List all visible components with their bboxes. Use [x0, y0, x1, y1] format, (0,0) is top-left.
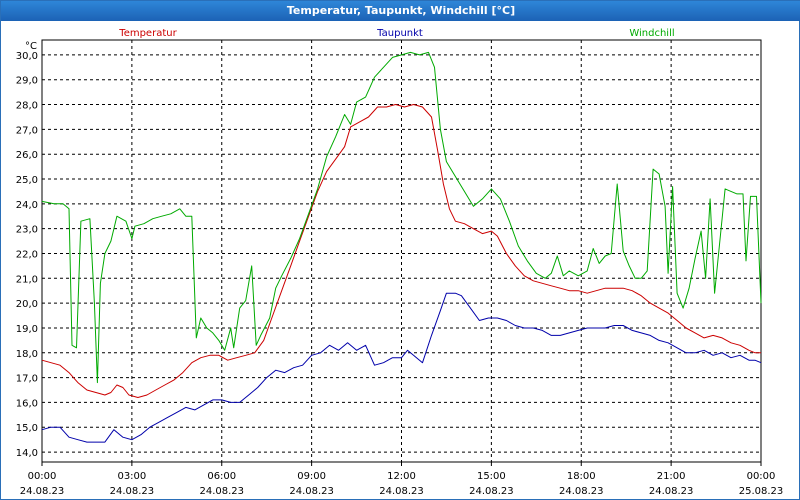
x-tick-date: 24.08.23 [559, 486, 604, 497]
x-tick-date: 24.08.23 [20, 486, 65, 497]
x-tick-date: 24.08.23 [379, 486, 424, 497]
x-axis: 00:00 24.08.23 03:00 24.08.23 06:00 24.08.23 0… [20, 462, 784, 497]
x-tick-time: 18:00 [567, 471, 596, 482]
y-tick-label: 19,0 [16, 324, 38, 335]
y-tick-label: 16,0 [16, 398, 38, 409]
y-axis: 14,0 15,0 16,0 17,0 18,0 19,0 20,0 21,0 22,0 23,0… [16, 51, 38, 459]
y-tick-label: 25,0 [16, 175, 38, 186]
y-tick-label: 22,0 [16, 249, 38, 260]
y-tick-label: 20,0 [16, 299, 38, 310]
series-line-taupunkt [41, 292, 762, 443]
x-tick-date: 24.08.23 [649, 486, 694, 497]
y-axis-label: °C [25, 41, 37, 52]
y-tick-label: 23,0 [16, 225, 38, 236]
y-tick-label: 30,0 [16, 51, 38, 62]
x-tick-date: 24.08.23 [199, 486, 244, 497]
legend: Temperatur Taupunkt Windchill [118, 28, 674, 39]
x-tick-date: 24.08.23 [289, 486, 334, 497]
x-tick-time: 15:00 [477, 471, 506, 482]
y-tick-label: 24,0 [16, 200, 38, 211]
grid-lines [42, 40, 761, 462]
x-tick-time: 21:00 [657, 471, 686, 482]
y-tick-label: 26,0 [16, 150, 38, 161]
y-tick-label: 18,0 [16, 349, 38, 360]
x-tick-time: 12:00 [387, 471, 416, 482]
series-line-temperatur [41, 104, 761, 398]
x-tick-time: 00:00 [28, 471, 57, 482]
y-tick-label: 17,0 [16, 374, 38, 385]
legend-taupunkt: Taupunkt [376, 28, 423, 39]
legend-windchill: Windchill [629, 28, 674, 39]
x-tick-time: 06:00 [207, 471, 236, 482]
x-tick-time: 09:00 [297, 471, 326, 482]
y-tick-label: 29,0 [16, 76, 38, 87]
series-lines [41, 51, 762, 443]
series-line-windchill [41, 51, 762, 384]
legend-temperatur: Temperatur [118, 28, 177, 39]
x-tick-time: 00:00 [747, 471, 776, 482]
x-tick-date: 24.08.23 [110, 486, 155, 497]
y-tick-label: 15,0 [16, 423, 38, 434]
y-tick-label: 21,0 [16, 274, 38, 285]
y-tick-label: 27,0 [16, 125, 38, 136]
x-tick-date: 24.08.23 [469, 486, 514, 497]
chart-title: Temperatur, Taupunkt, Windchill [°C] [1, 1, 800, 21]
y-tick-label: 28,0 [16, 101, 38, 112]
x-tick-time: 03:00 [117, 471, 146, 482]
x-tick-date: 25.08.23 [739, 486, 784, 497]
y-tick-label: 14,0 [16, 448, 38, 459]
